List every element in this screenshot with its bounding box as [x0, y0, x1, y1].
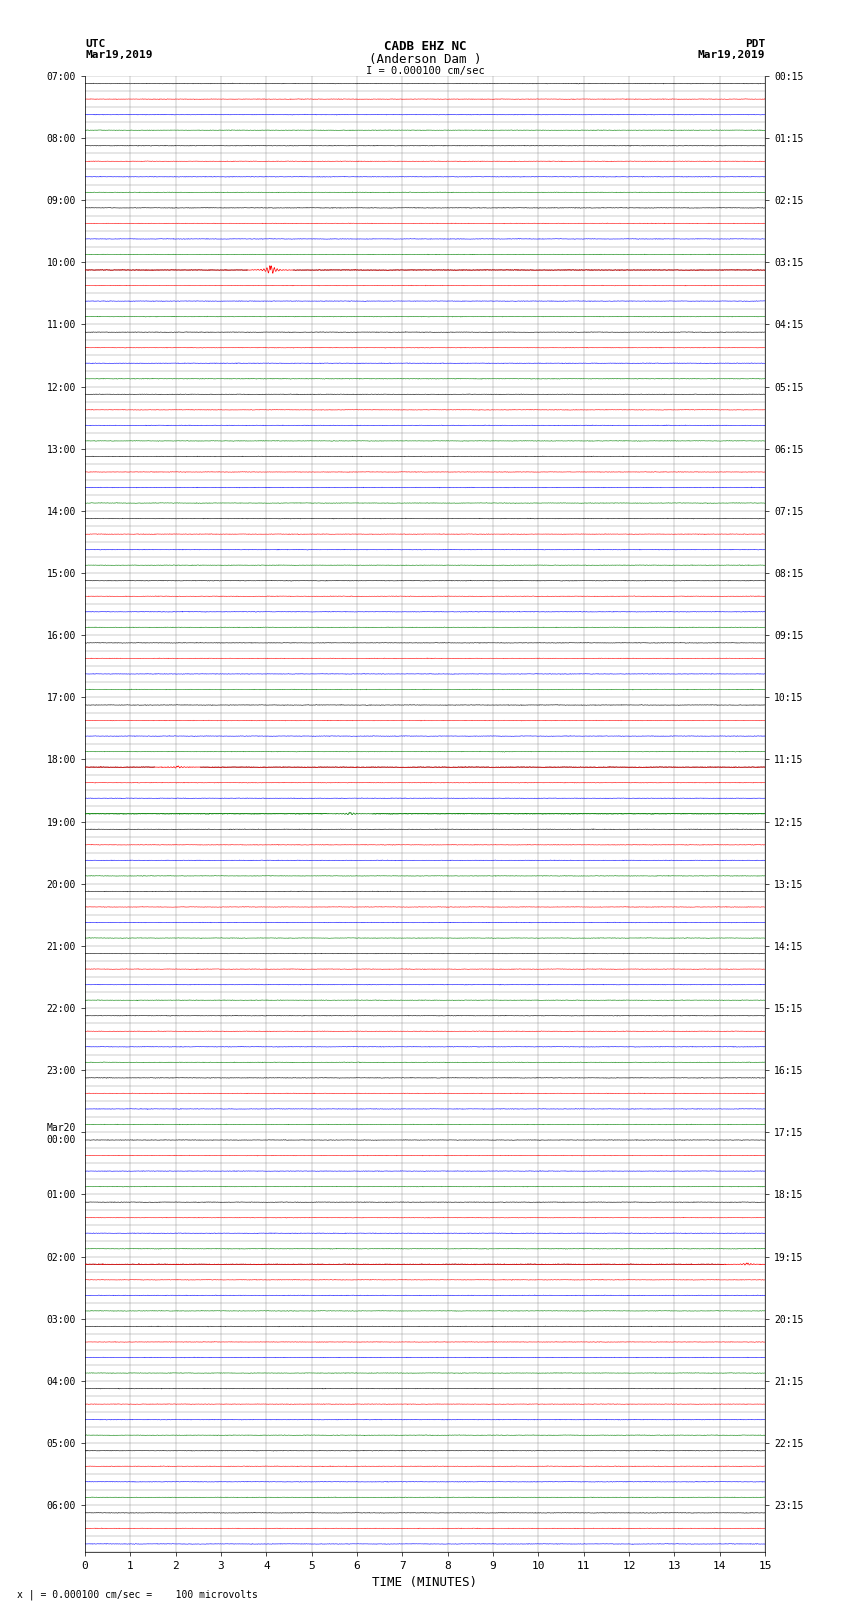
Text: I = 0.000100 cm/sec: I = 0.000100 cm/sec: [366, 66, 484, 76]
Text: x | = 0.000100 cm/sec =    100 microvolts: x | = 0.000100 cm/sec = 100 microvolts: [17, 1589, 258, 1600]
Text: (Anderson Dam ): (Anderson Dam ): [369, 53, 481, 66]
Text: Mar19,2019: Mar19,2019: [85, 50, 152, 60]
X-axis label: TIME (MINUTES): TIME (MINUTES): [372, 1576, 478, 1589]
Text: Mar19,2019: Mar19,2019: [698, 50, 765, 60]
Text: CADB EHZ NC: CADB EHZ NC: [383, 40, 467, 53]
Text: PDT: PDT: [745, 39, 765, 48]
Text: UTC: UTC: [85, 39, 105, 48]
